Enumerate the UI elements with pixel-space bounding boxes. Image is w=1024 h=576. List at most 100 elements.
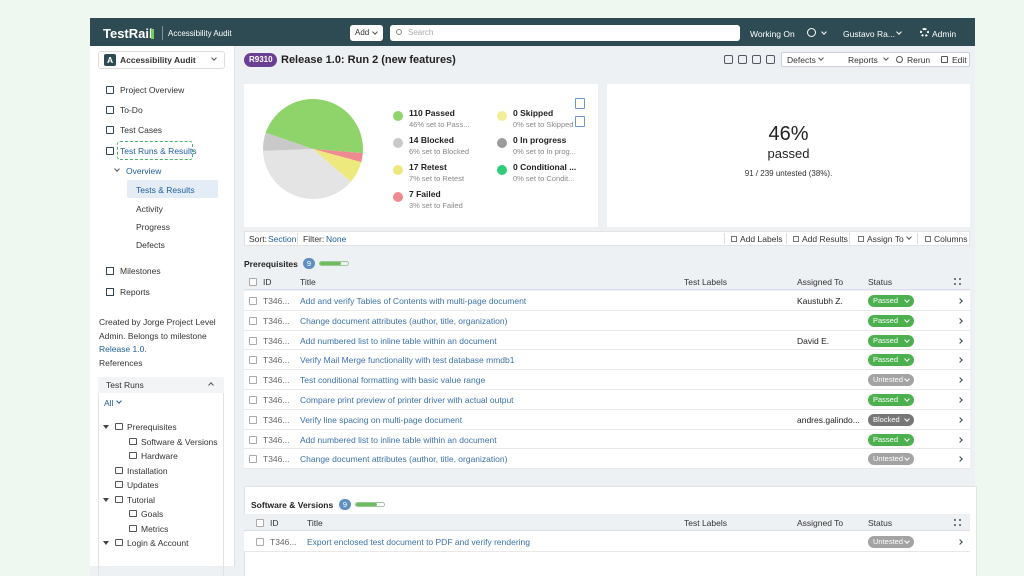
header-icon[interactable]: [724, 55, 733, 64]
toolbar-icon[interactable]: [858, 236, 864, 242]
toolbar-icon[interactable]: [731, 236, 737, 242]
status-text[interactable]: Passed: [873, 355, 899, 365]
table-row[interactable]: [244, 409, 970, 430]
nav-item[interactable]: To-Do: [120, 105, 143, 115]
checkbox[interactable]: [249, 316, 257, 325]
user-menu[interactable]: Gustavo Ra...: [843, 29, 895, 39]
checkbox[interactable]: [249, 278, 257, 286]
status-pill[interactable]: [868, 354, 914, 367]
status-text[interactable]: Passed: [873, 434, 899, 444]
project-selector[interactable]: [98, 51, 225, 69]
nav-item[interactable]: Project Overview: [120, 85, 185, 95]
header-action[interactable]: Rerun: [907, 55, 931, 65]
table-row[interactable]: [244, 429, 970, 450]
table-row[interactable]: [244, 291, 970, 311]
export-icon[interactable]: [575, 98, 585, 109]
status-text[interactable]: Passed: [873, 395, 899, 404]
checkbox[interactable]: [249, 435, 257, 444]
test-title[interactable]: Verify line spacing on multi-page docume…: [300, 414, 463, 425]
toolbar-action[interactable]: Add Labels: [740, 234, 783, 244]
table-row[interactable]: [244, 310, 970, 331]
tree-item[interactable]: Updates: [127, 480, 159, 490]
status-pill[interactable]: [868, 536, 914, 548]
test-title[interactable]: Add numbered list to inline table within…: [300, 434, 497, 445]
checkbox[interactable]: [249, 415, 257, 424]
status-text[interactable]: Untested: [873, 375, 904, 385]
tree-item[interactable]: Login & Account: [127, 538, 189, 548]
test-title[interactable]: Add numbered list to inline table within…: [300, 335, 497, 346]
table-row[interactable]: [244, 350, 970, 371]
nav-sub[interactable]: Overview: [126, 166, 162, 176]
status-text[interactable]: Untested: [873, 537, 904, 546]
test-title[interactable]: Change document attributes (author, titl…: [300, 315, 508, 326]
status-pill[interactable]: [868, 334, 914, 347]
subnav-item[interactable]: Progress: [136, 222, 171, 232]
test-title[interactable]: Add and verify Tables of Contents with m…: [300, 296, 527, 306]
nav-item[interactable]: Test Cases: [120, 125, 163, 135]
checkbox[interactable]: [249, 455, 257, 464]
status-text[interactable]: Passed: [873, 296, 899, 305]
toolbar-action[interactable]: Columns: [934, 234, 968, 244]
table-row[interactable]: [244, 390, 970, 410]
header-action[interactable]: Defects: [787, 55, 816, 65]
test-title[interactable]: Change document attributes (author, titl…: [300, 454, 508, 465]
subnav-item[interactable]: Activity: [136, 204, 163, 214]
header-icon[interactable]: [738, 55, 747, 64]
tree-item[interactable]: Installation: [127, 465, 168, 476]
subnav-item[interactable]: Defects: [136, 240, 165, 250]
toolbar-icon[interactable]: [793, 236, 799, 242]
test-title[interactable]: Export enclosed test document to PDF and…: [307, 537, 531, 547]
status-pill[interactable]: [868, 295, 914, 307]
table-row[interactable]: [244, 449, 970, 470]
checkbox[interactable]: [249, 297, 257, 305]
status-text[interactable]: Passed: [873, 315, 899, 325]
checkbox[interactable]: [256, 538, 264, 546]
status-pill[interactable]: [868, 374, 914, 387]
header-icon[interactable]: [752, 55, 761, 64]
test-title[interactable]: Test conditional formatting with basic v…: [300, 375, 486, 386]
checkbox[interactable]: [249, 396, 257, 404]
subnav-item[interactable]: Tests & Results: [136, 185, 195, 195]
tree-item[interactable]: Goals: [141, 509, 164, 519]
test-title[interactable]: Verify Mail Merge functionality with tes…: [300, 355, 515, 366]
search-box[interactable]: [390, 25, 740, 41]
tree-item[interactable]: Software & Versions: [141, 436, 218, 447]
status-text[interactable]: Untested: [873, 454, 904, 464]
tree-item[interactable]: Hardware: [141, 451, 178, 461]
checkbox[interactable]: [249, 336, 257, 345]
status-pill[interactable]: [868, 433, 914, 446]
nav-item[interactable]: Milestones: [120, 266, 161, 276]
toolbar-icon[interactable]: [925, 236, 931, 242]
status-pill[interactable]: [868, 314, 914, 327]
checkbox[interactable]: [256, 519, 264, 527]
header-action[interactable]: Reports: [848, 55, 878, 65]
test-title[interactable]: Compare print preview of printer driver …: [300, 395, 514, 405]
nav-item[interactable]: Test Runs & Results: [120, 146, 197, 156]
table-row[interactable]: [244, 532, 970, 552]
admin-link[interactable]: Admin: [932, 29, 957, 39]
header-icon[interactable]: [766, 55, 775, 64]
tree-item[interactable]: Metrics: [141, 523, 169, 534]
checkbox[interactable]: [249, 356, 257, 365]
table-row[interactable]: [244, 370, 970, 390]
status-pill[interactable]: [868, 453, 914, 466]
checkbox[interactable]: [249, 376, 257, 385]
sort-value[interactable]: Section: [268, 234, 297, 244]
status-pill[interactable]: [868, 413, 914, 426]
runs-filter[interactable]: All: [104, 398, 114, 408]
toolbar-action[interactable]: Assign To: [867, 234, 904, 244]
tree-item[interactable]: Tutorial: [127, 494, 156, 505]
tree-item[interactable]: Prerequisites: [127, 422, 177, 432]
add-label[interactable]: Add: [355, 28, 370, 37]
filter-value[interactable]: None: [326, 234, 347, 244]
milestone-link[interactable]: Release 1.0.: [99, 344, 147, 354]
status-pill[interactable]: [868, 394, 914, 406]
toolbar-action[interactable]: Add Results: [802, 234, 848, 244]
add-button[interactable]: [350, 25, 383, 41]
header-action[interactable]: Edit: [952, 55, 967, 65]
status-text[interactable]: Passed: [873, 335, 899, 345]
table-row[interactable]: [244, 330, 970, 351]
nav-item[interactable]: Reports: [120, 287, 150, 297]
export-icon[interactable]: [575, 116, 585, 127]
status-text[interactable]: Blocked: [873, 414, 900, 424]
